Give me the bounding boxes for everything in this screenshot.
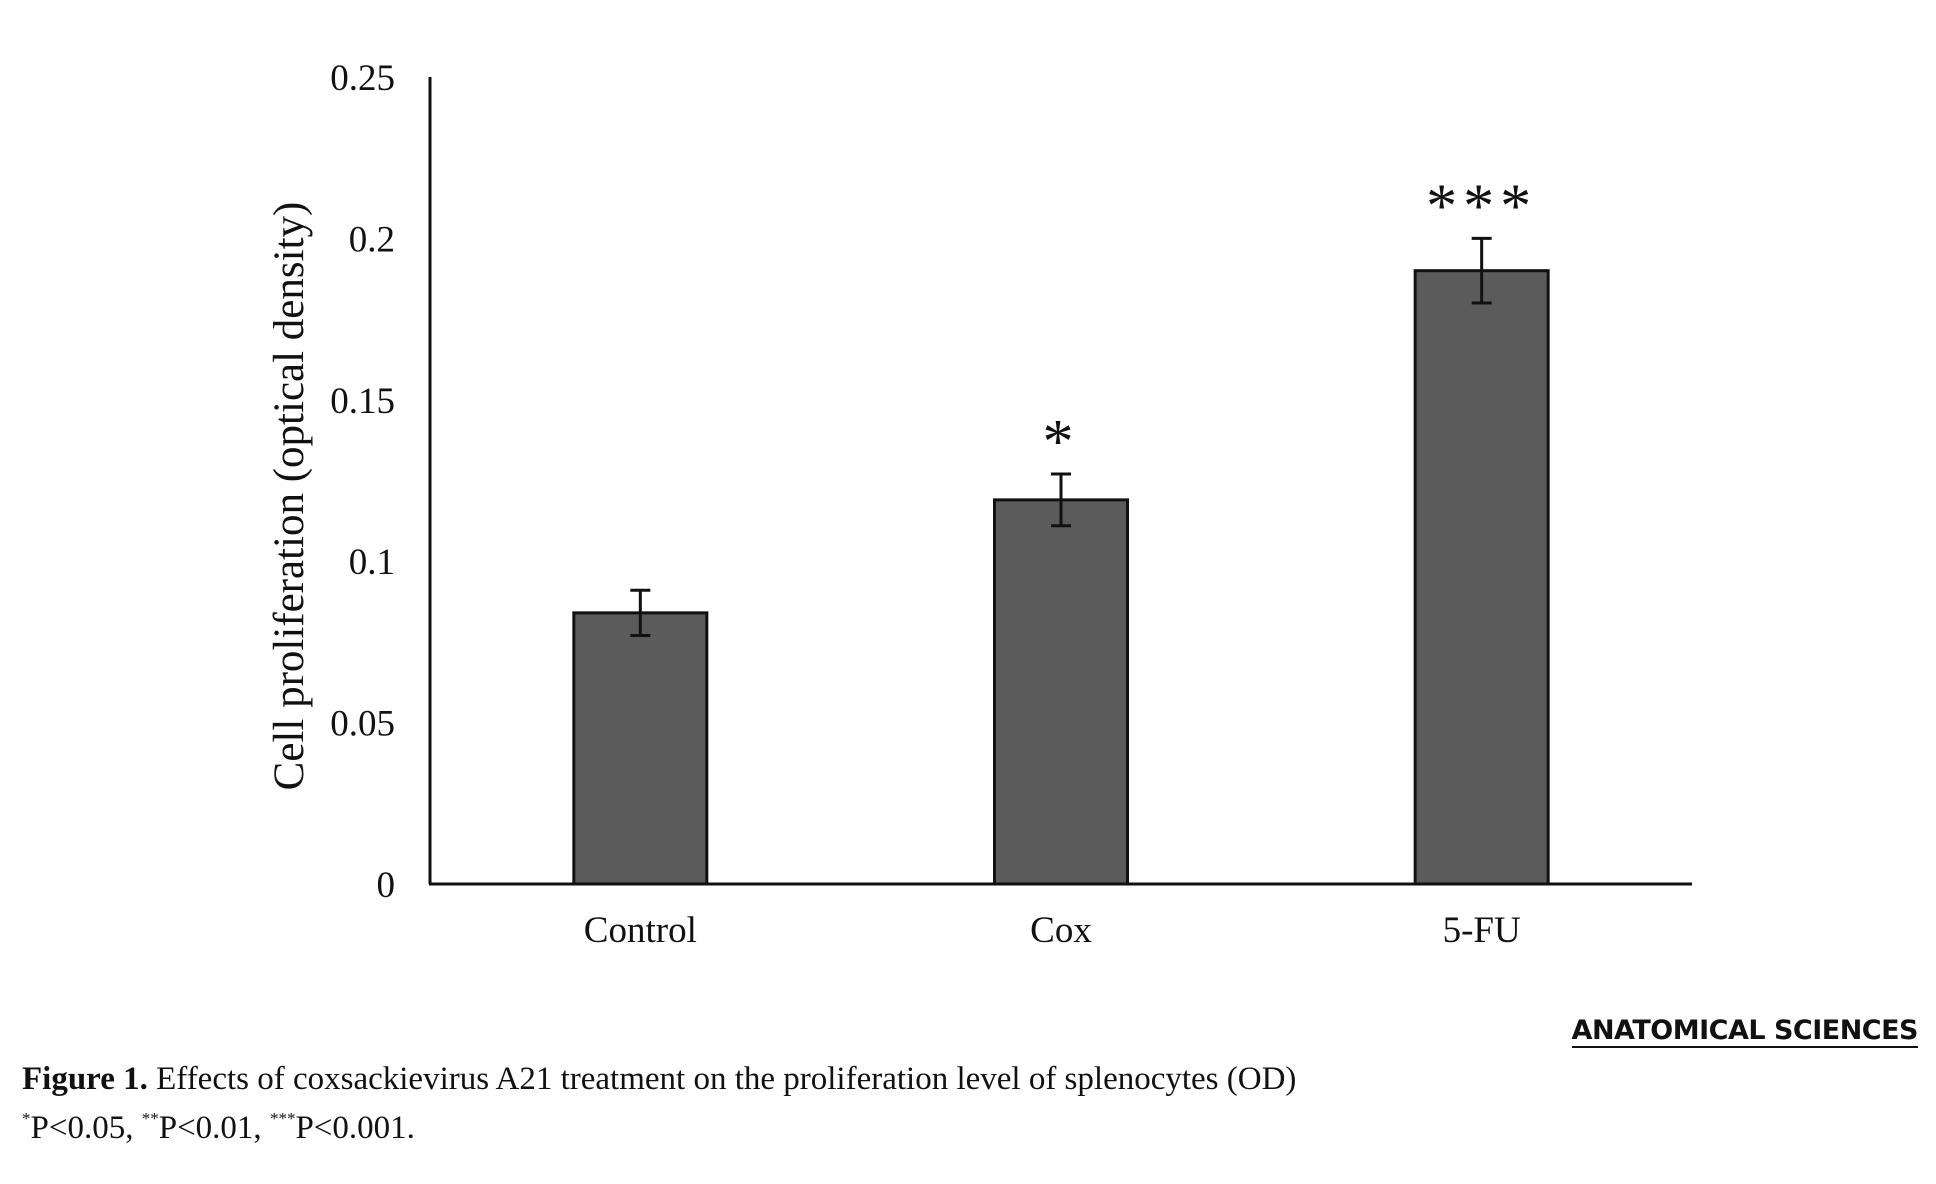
significance-footnote: *P<0.05, **P<0.01, ***P<0.001. bbox=[22, 1110, 415, 1145]
figure-label: Figure 1. bbox=[22, 1061, 148, 1097]
y-axis-title: Cell proliferation (optical density) bbox=[266, 202, 313, 791]
footnote-sup-3: *** bbox=[269, 1109, 296, 1128]
y-tick-label: 0.2 bbox=[349, 219, 395, 260]
error-bar bbox=[1471, 236, 1492, 305]
x-category-label: Control bbox=[584, 910, 697, 951]
y-tick-label: 0.05 bbox=[330, 704, 395, 745]
significance-marker: *** bbox=[1426, 172, 1537, 240]
y-tick-label: 0.1 bbox=[349, 542, 395, 583]
x-axis-labels: Control Cox 5-FU bbox=[584, 910, 1521, 951]
publisher-logo: ANATOMICAL SCIENCES bbox=[1571, 1015, 1919, 1048]
footnote-text-3: P<0.001. bbox=[295, 1110, 415, 1146]
footnote-sup-2: ** bbox=[141, 1109, 159, 1128]
footnote-sup-1: * bbox=[22, 1109, 31, 1128]
figure-caption-text: Effects of coxsackievirus A21 treatment … bbox=[147, 1061, 1297, 1097]
bar-chart: 00.050.10.150.20.25 **** Control Cox 5-FU … bbox=[266, 58, 1692, 951]
significance-marker: * bbox=[1043, 408, 1080, 476]
bar bbox=[993, 498, 1129, 886]
error-bars bbox=[630, 236, 1492, 637]
error-bar bbox=[630, 588, 651, 637]
y-axis-ticks: 0 0.05 0.1 0.15 0.2 0.25 bbox=[330, 58, 395, 906]
significance-markers: **** bbox=[1043, 172, 1537, 476]
x-category-label: Cox bbox=[1030, 910, 1092, 951]
y-tick-label: 0.15 bbox=[330, 381, 395, 422]
bar bbox=[1413, 269, 1550, 886]
footnote-text-1: P<0.05, bbox=[30, 1110, 142, 1146]
bar bbox=[572, 611, 709, 886]
figure-caption: Figure 1. Effects of coxsackievirus A21 … bbox=[22, 1063, 1296, 1096]
y-tick-label: 0 bbox=[377, 865, 396, 906]
x-category-label: 5-FU bbox=[1443, 910, 1521, 951]
footnote-text-2: P<0.01, bbox=[158, 1110, 270, 1146]
bars bbox=[572, 269, 1550, 886]
error-bar bbox=[1051, 472, 1071, 528]
y-tick-label: 0.25 bbox=[330, 58, 395, 99]
